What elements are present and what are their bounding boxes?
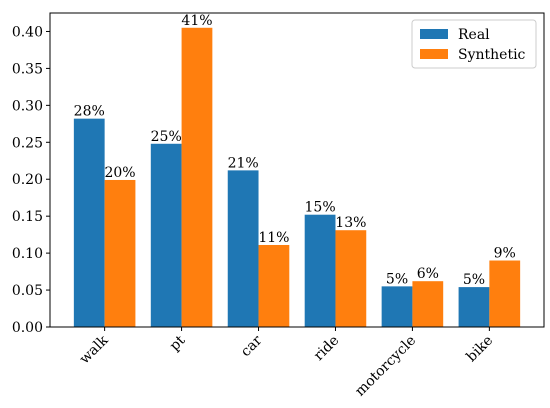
- legend: Real Synthetic: [411, 19, 537, 69]
- bar-real-pt: [150, 143, 182, 327]
- y-tick-label: 0.25: [12, 135, 43, 151]
- y-tick-label: 0.00: [12, 320, 43, 336]
- y-tick-label: 0.10: [12, 246, 43, 262]
- legend-swatch-synthetic: [420, 49, 448, 59]
- x-tick-label-bike: bike: [464, 333, 497, 366]
- x-tick-label-motorcycle: motorcycle: [352, 333, 419, 400]
- legend-swatch-real: [420, 29, 448, 39]
- bar-real-bike: [458, 287, 490, 327]
- data-label-synthetic-ride: 13%: [335, 215, 366, 231]
- bars-group: [73, 27, 521, 328]
- bar-synthetic-car: [258, 244, 290, 327]
- x-axis: walk pt car ride motorcycle bike: [77, 327, 497, 400]
- x-tick-label-walk: walk: [77, 332, 112, 367]
- data-label-synthetic-car: 11%: [258, 230, 289, 246]
- bar-real-walk: [73, 118, 105, 327]
- x-tick-label-car: car: [238, 332, 266, 360]
- legend-label-synthetic: Synthetic: [458, 47, 526, 63]
- y-tick-label: 0.35: [12, 61, 43, 77]
- plot-frame: [49, 12, 545, 328]
- bar-synthetic-bike: [489, 260, 521, 327]
- data-label-real-ride: 15%: [305, 200, 336, 216]
- data-label-synthetic-walk: 20%: [104, 165, 135, 181]
- data-label-real-bike: 5%: [463, 272, 485, 288]
- data-label-synthetic-pt: 41%: [181, 13, 212, 29]
- y-tick-label: 0.20: [12, 172, 43, 188]
- bar-synthetic-motorcycle: [412, 281, 444, 327]
- legend-label-real: Real: [458, 27, 490, 43]
- bar-synthetic-ride: [335, 230, 367, 327]
- x-tick-label-pt: pt: [167, 332, 189, 354]
- bar-synthetic-pt: [181, 27, 213, 328]
- data-label-real-motorcycle: 5%: [386, 271, 408, 287]
- bar-real-car: [227, 170, 259, 327]
- y-axis: 0.00 0.05 0.10 0.15 0.20 0.25 0.30 0.35 0.40: [12, 24, 50, 336]
- bar-real-ride: [304, 214, 336, 327]
- data-label-real-walk: 28%: [74, 104, 105, 120]
- y-tick-label: 0.40: [12, 24, 43, 40]
- data-label-real-car: 21%: [228, 155, 259, 171]
- bar-synthetic-walk: [104, 179, 136, 327]
- bar-real-motorcycle: [381, 286, 413, 327]
- y-tick-label: 0.15: [12, 209, 43, 225]
- data-labels-group: 28% 20% 25% 41% 21% 11% 15%13% 5% 6% 5% 9%: [74, 13, 516, 288]
- y-tick-label: 0.05: [12, 283, 43, 299]
- data-label-synthetic-motorcycle: 6%: [417, 266, 439, 282]
- x-tick-label-ride: ride: [311, 333, 342, 364]
- y-tick-label: 0.30: [12, 98, 43, 114]
- data-label-real-pt: 25%: [151, 129, 182, 145]
- data-label-synthetic-bike: 9%: [494, 246, 516, 262]
